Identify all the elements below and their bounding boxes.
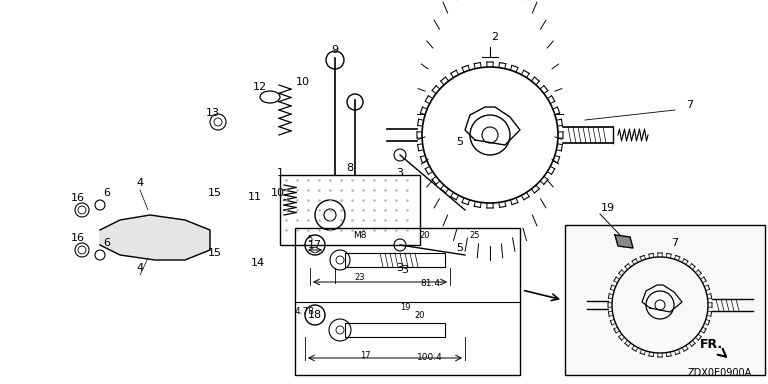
Text: 16: 16	[71, 233, 85, 243]
Text: 25: 25	[470, 230, 480, 240]
Text: 14: 14	[251, 258, 265, 268]
Text: 10: 10	[296, 77, 310, 87]
Text: 5: 5	[307, 235, 313, 245]
Text: 13: 13	[206, 108, 220, 118]
Text: 20: 20	[415, 311, 425, 319]
Bar	[295, 228, 520, 375]
Text: 10: 10	[271, 188, 285, 198]
Text: 100.4: 100.4	[417, 354, 443, 362]
Text: 20: 20	[420, 230, 430, 240]
Polygon shape	[100, 215, 210, 260]
Bar	[345, 323, 445, 337]
Text: 81.4: 81.4	[420, 278, 440, 288]
Text: 4: 4	[137, 263, 144, 273]
Text: 4.78: 4.78	[295, 308, 315, 316]
Text: 2: 2	[492, 32, 498, 42]
Text: 7: 7	[687, 100, 694, 110]
Text: 12: 12	[253, 82, 267, 92]
Text: 5: 5	[456, 243, 464, 253]
Text: 5: 5	[456, 137, 464, 147]
Text: 6: 6	[104, 238, 111, 248]
Text: M8: M8	[353, 230, 367, 240]
Text: 16: 16	[71, 193, 85, 203]
Text: 17: 17	[308, 240, 322, 250]
Text: 3: 3	[396, 168, 403, 178]
Text: 8: 8	[346, 163, 353, 173]
Text: 11: 11	[248, 192, 262, 202]
Text: FR.: FR.	[700, 338, 726, 357]
Text: 15: 15	[208, 188, 222, 198]
Text: 17: 17	[359, 351, 370, 359]
Text: 9: 9	[332, 45, 339, 55]
Polygon shape	[615, 235, 633, 248]
Text: 19: 19	[601, 203, 615, 213]
Text: 4: 4	[137, 178, 144, 188]
Bar	[565, 225, 765, 375]
Bar	[280, 175, 420, 245]
Bar	[345, 253, 445, 267]
Text: 1: 1	[276, 168, 283, 178]
Text: 6: 6	[104, 188, 111, 198]
Text: 3: 3	[402, 265, 409, 275]
Text: 3: 3	[396, 263, 403, 273]
Text: 19: 19	[400, 303, 410, 313]
Text: 15: 15	[208, 248, 222, 258]
Text: 18: 18	[308, 310, 322, 320]
Text: 23: 23	[355, 273, 366, 283]
Text: ZDX0E0900A: ZDX0E0900A	[688, 368, 752, 378]
Text: 7: 7	[671, 238, 679, 248]
